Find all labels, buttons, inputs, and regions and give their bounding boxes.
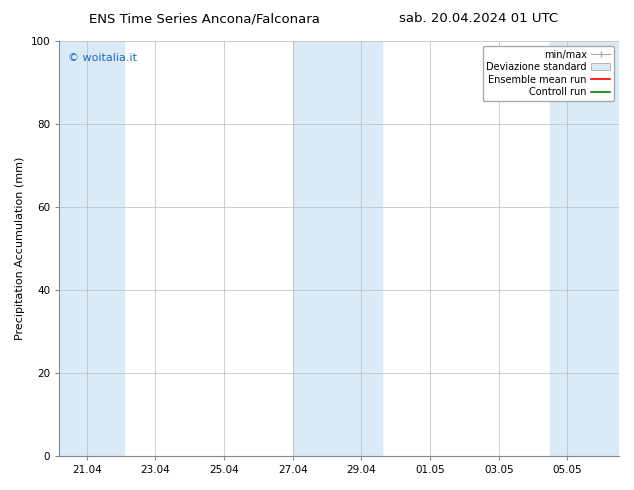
Text: © woitalia.it: © woitalia.it [68, 53, 136, 64]
Bar [293, 41, 382, 456]
Y-axis label: Precipitation Accumulation (mm): Precipitation Accumulation (mm) [15, 157, 25, 340]
Text: sab. 20.04.2024 01 UTC: sab. 20.04.2024 01 UTC [399, 12, 558, 25]
Bar [59, 41, 124, 456]
Legend: min/max, Deviazione standard, Ensemble mean run, Controll run: min/max, Deviazione standard, Ensemble m… [482, 46, 614, 101]
Text: ENS Time Series Ancona/Falconara: ENS Time Series Ancona/Falconara [89, 12, 320, 25]
Bar [550, 41, 619, 456]
